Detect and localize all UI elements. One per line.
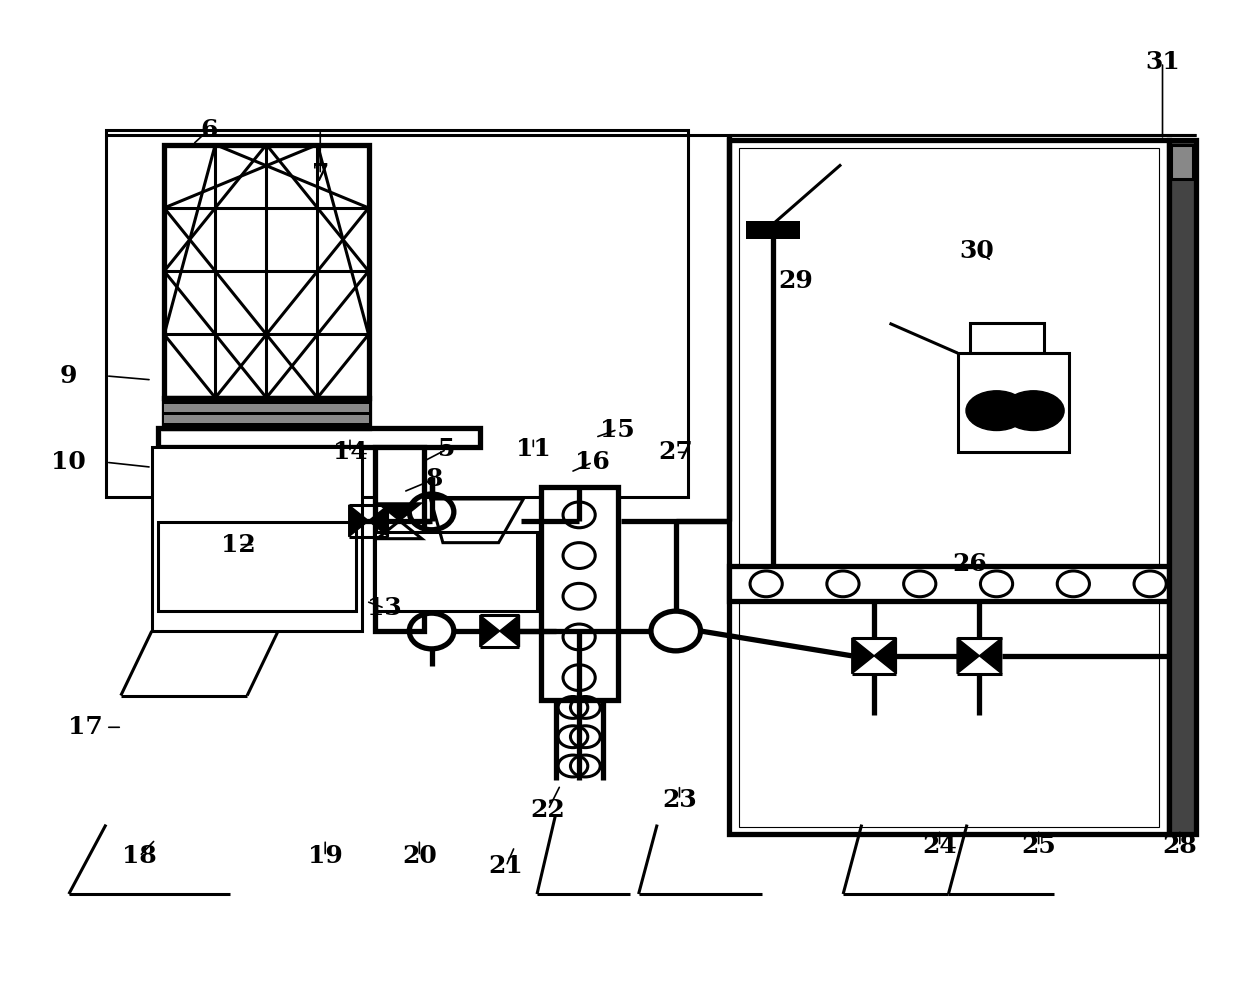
Text: 19: 19	[308, 844, 342, 869]
Polygon shape	[957, 638, 980, 674]
Text: 28: 28	[1162, 834, 1198, 859]
Bar	[970, 323, 1044, 353]
Polygon shape	[852, 638, 874, 674]
Polygon shape	[874, 638, 897, 674]
Polygon shape	[480, 615, 500, 647]
Text: 7: 7	[311, 162, 329, 187]
Text: 9: 9	[60, 364, 78, 388]
Polygon shape	[500, 615, 520, 647]
Text: 17: 17	[67, 716, 102, 740]
Bar	[1172, 144, 1193, 179]
Bar	[729, 567, 1169, 601]
Text: 20: 20	[402, 844, 436, 869]
Text: 14: 14	[332, 440, 367, 464]
Bar	[157, 427, 480, 447]
Text: 5: 5	[438, 437, 455, 461]
Text: 6: 6	[200, 117, 217, 142]
Bar	[374, 532, 537, 611]
Polygon shape	[348, 505, 368, 537]
Bar	[1169, 140, 1195, 835]
Bar	[164, 398, 368, 427]
Bar	[556, 497, 603, 696]
Text: 27: 27	[658, 440, 693, 464]
Text: 11: 11	[516, 437, 551, 461]
Text: 15: 15	[600, 417, 635, 441]
Polygon shape	[368, 505, 388, 537]
Text: 10: 10	[51, 450, 87, 474]
Polygon shape	[980, 638, 1002, 674]
Text: 29: 29	[779, 268, 813, 292]
Text: 31: 31	[1145, 51, 1180, 75]
Bar	[151, 447, 362, 631]
Text: 30: 30	[960, 239, 994, 262]
Bar	[541, 487, 618, 701]
Bar	[739, 147, 1159, 827]
Bar	[745, 221, 800, 239]
Bar	[164, 404, 368, 412]
Text: 22: 22	[531, 797, 565, 822]
Text: 16: 16	[575, 450, 610, 474]
Text: 25: 25	[1022, 834, 1056, 859]
Bar	[729, 140, 1169, 835]
Bar	[374, 447, 424, 631]
Text: 8: 8	[425, 467, 443, 491]
Text: 23: 23	[662, 788, 697, 812]
Text: 21: 21	[489, 854, 523, 879]
Polygon shape	[377, 503, 422, 521]
Text: 24: 24	[923, 834, 957, 859]
Bar	[157, 522, 356, 611]
Bar	[957, 353, 1069, 452]
Bar	[105, 130, 688, 497]
Bar	[164, 144, 368, 398]
Ellipse shape	[966, 391, 1027, 430]
Text: 18: 18	[122, 844, 156, 869]
Text: 13: 13	[367, 596, 402, 620]
Text: 12: 12	[221, 533, 255, 557]
Text: 26: 26	[952, 553, 987, 577]
Bar	[164, 414, 368, 422]
Ellipse shape	[1003, 391, 1064, 430]
